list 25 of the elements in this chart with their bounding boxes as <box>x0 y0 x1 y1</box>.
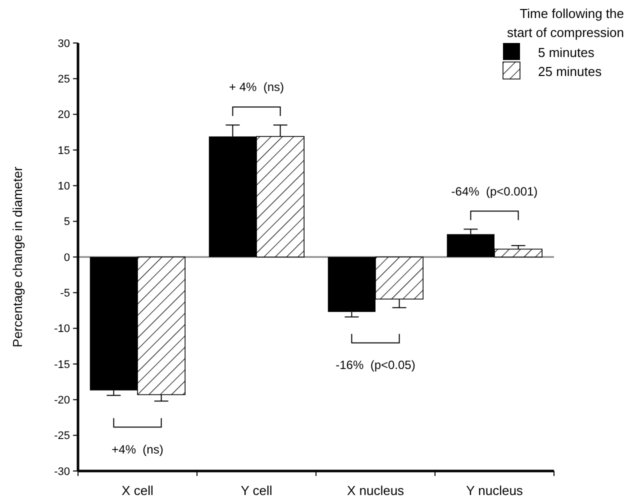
x-tick-label: Y nucleus <box>466 483 524 498</box>
y-tick-label: -15 <box>54 358 70 371</box>
y-tick-label: 10 <box>58 180 70 193</box>
y-tick-label: 25 <box>58 74 70 86</box>
annotation: -16% (p<0.05) <box>336 358 416 372</box>
y-tick-label: -20 <box>54 394 70 407</box>
x-tick-label: X cell <box>122 483 154 498</box>
legend-title: Time following the start of compression <box>506 6 624 40</box>
annotation: -64% (p<0.001) <box>451 184 538 198</box>
y-tick-label: 15 <box>58 144 70 157</box>
y-tick-label: -5 <box>60 288 70 300</box>
y-tick-label: 0 <box>64 252 70 264</box>
y-tick-label: -30 <box>54 466 70 478</box>
annotation: + 4% (ns) <box>228 80 284 94</box>
legend-label: 25 minutes <box>538 64 602 79</box>
y-tick-label: -10 <box>54 323 70 336</box>
legend-label: 5 minutes <box>538 45 595 60</box>
y-axis-title: Percentage change in diameter <box>10 166 25 348</box>
x-tick-label: Y cell <box>240 483 272 498</box>
y-tick-label: 5 <box>64 216 70 228</box>
x-tick-label: X nucleus <box>346 483 405 498</box>
y-tick-label: 20 <box>58 109 70 122</box>
y-tick-label: -25 <box>54 430 70 442</box>
y-tick-label: 30 <box>58 38 70 50</box>
annotation: +4% (ns) <box>112 442 164 456</box>
